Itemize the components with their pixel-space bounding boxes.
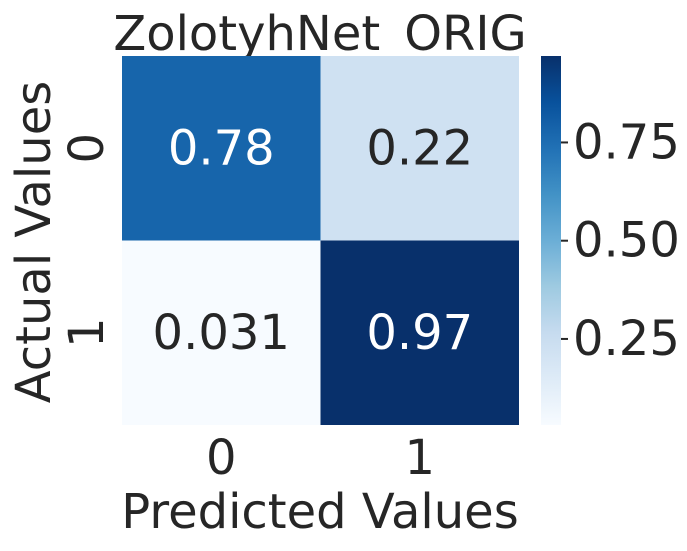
colorbar-tick-label-2: 0.75 <box>573 114 680 170</box>
y-tick-labels: 01 <box>59 133 115 348</box>
colorbar-tick-label-1: 0.50 <box>573 213 680 269</box>
heatmap-cell-r1-c0 <box>122 240 321 425</box>
y-tick-label-0: 0 <box>59 133 115 164</box>
heatmap-cell-r1-c1 <box>320 240 519 425</box>
cell-annotation-r1-c1: 0.97 <box>366 305 473 361</box>
cell-annotation-r0-c0: 0.78 <box>168 120 275 176</box>
cell-annotation-r1-c0: 0.031 <box>153 305 290 361</box>
x-axis-label: Predicted Values <box>121 484 518 540</box>
heatmap-cells <box>122 56 519 425</box>
cell-annotation-r0-c1: 0.22 <box>366 120 473 176</box>
y-axis-label: Actual Values <box>6 81 62 403</box>
colorbar-ticks: 0.25 0.50 0.75 <box>561 114 680 367</box>
x-tick-label-1: 1 <box>404 430 435 486</box>
colorbar <box>541 56 561 425</box>
colorbar-tick-label-0: 0.25 <box>573 311 680 367</box>
cell-annotations: 0.78 0.22 0.031 0.97 <box>153 120 474 361</box>
x-tick-label-0: 0 <box>206 430 237 486</box>
heatmap-cell-r0-c1 <box>320 56 519 241</box>
chart-title: ZolotyhNet_ORIG <box>113 6 526 62</box>
y-tick-label-1: 1 <box>59 317 115 348</box>
heatmap-cell-r0-c0 <box>122 56 321 241</box>
